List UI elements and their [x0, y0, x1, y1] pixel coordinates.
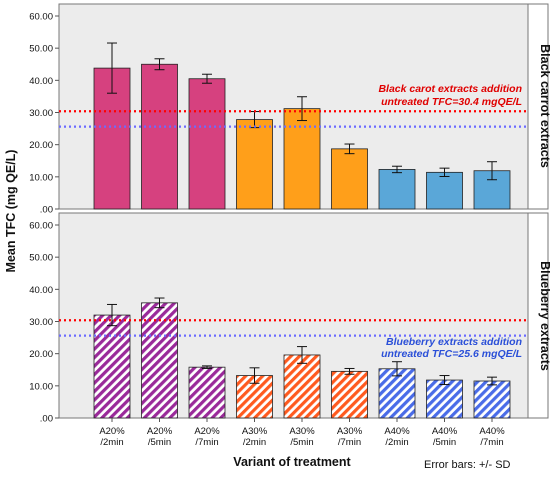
y-tick-label: 50.00 [29, 253, 53, 264]
bar [188, 366, 226, 419]
y-tick-label: 50.00 [29, 44, 53, 55]
y-axis-title: Mean TFC (mg QE/L) [4, 150, 18, 273]
x-tick-label-line: /5min [290, 437, 313, 448]
y-tick-label: 60.00 [29, 12, 53, 23]
bar [426, 379, 463, 419]
bar [141, 302, 178, 419]
x-tick-label-line: /7min [480, 437, 503, 448]
y-tick-label: 60.00 [29, 221, 53, 232]
x-tick-label-line: A20% [194, 426, 220, 437]
x-tick-label-line: A30% [337, 426, 363, 437]
bar [331, 370, 368, 419]
axis-marks: .00 10.00 20.00 30.00 40.00 50.00 60.00 .00 10.0… [29, 12, 505, 449]
x-tick-label: A20%/2min [99, 426, 125, 448]
bar [188, 78, 226, 210]
bar [473, 380, 511, 419]
y-tick-label: 20.00 [29, 140, 53, 151]
x-tick-label-line: /5min [433, 437, 456, 448]
x-tick-label: A30%/5min [289, 426, 315, 448]
y-tick-label: .00 [40, 205, 53, 216]
x-tick-label-line: /2min [385, 437, 408, 448]
x-tick-label: A40%/2min [384, 426, 410, 448]
x-tick-label-line: A40% [384, 426, 410, 437]
y-tick-label: 30.00 [29, 317, 53, 328]
bar [93, 314, 131, 419]
x-axis-title: Variant of treatment [233, 455, 351, 469]
bar [283, 354, 321, 419]
bar [331, 148, 368, 210]
x-tick-label: A30%/2min [242, 426, 268, 448]
x-tick-label-line: /5min [148, 437, 171, 448]
x-tick-label-line: A20% [147, 426, 173, 437]
x-tick-label: A20%/5min [147, 426, 173, 448]
y-tick-label: 10.00 [29, 172, 53, 183]
bar [236, 119, 273, 210]
x-tick-label-line: /7min [195, 437, 218, 448]
x-tick-label-line: A30% [289, 426, 315, 437]
x-tick-label-line: /7min [338, 437, 361, 448]
x-tick-label: A30%/7min [337, 426, 363, 448]
bar [283, 108, 321, 210]
bar [141, 63, 178, 210]
blueberry-annotation-line2: untreated TFC=25.6 mgQE/L [381, 348, 522, 360]
y-tick-label: 10.00 [29, 381, 53, 392]
bar [426, 171, 463, 210]
x-tick-label-line: /2min [100, 437, 123, 448]
y-tick-label: 40.00 [29, 285, 53, 296]
x-tick-label: A40%/7min [479, 426, 505, 448]
x-tick-label-line: A40% [479, 426, 505, 437]
panel-label-black-carrot: Black carrot extracts [538, 44, 550, 168]
error-bar-footnote: Error bars: +/- SD [424, 459, 511, 471]
x-tick-label: A20%/7min [194, 426, 220, 448]
black-carrot-annotation-line1: Black carot extracts addition [378, 83, 522, 95]
bar [378, 169, 416, 210]
x-tick-label-line: A20% [99, 426, 125, 437]
x-tick-label-line: /2min [243, 437, 266, 448]
x-tick-label: A40%/5min [432, 426, 458, 448]
x-tick-label-line: A40% [432, 426, 458, 437]
black-carrot-annotation-line2: untreated TFC=30.4 mgQE/L [381, 96, 522, 108]
y-tick-label: .00 [40, 414, 53, 425]
panel-label-blueberry: Blueberry extracts [538, 261, 550, 371]
black-carrot-panel-marks [59, 42, 528, 210]
x-tick-label-line: A30% [242, 426, 268, 437]
blueberry-annotation-line1: Blueberry extracts addition [386, 336, 522, 348]
y-tick-label: 20.00 [29, 349, 53, 360]
y-tick-label: 30.00 [29, 108, 53, 119]
panel-label-strip-blueberry [527, 212, 549, 419]
panel-label-strip-black-carrot [527, 3, 549, 210]
y-tick-label: 40.00 [29, 76, 53, 87]
blueberry-panel-marks [59, 297, 528, 419]
